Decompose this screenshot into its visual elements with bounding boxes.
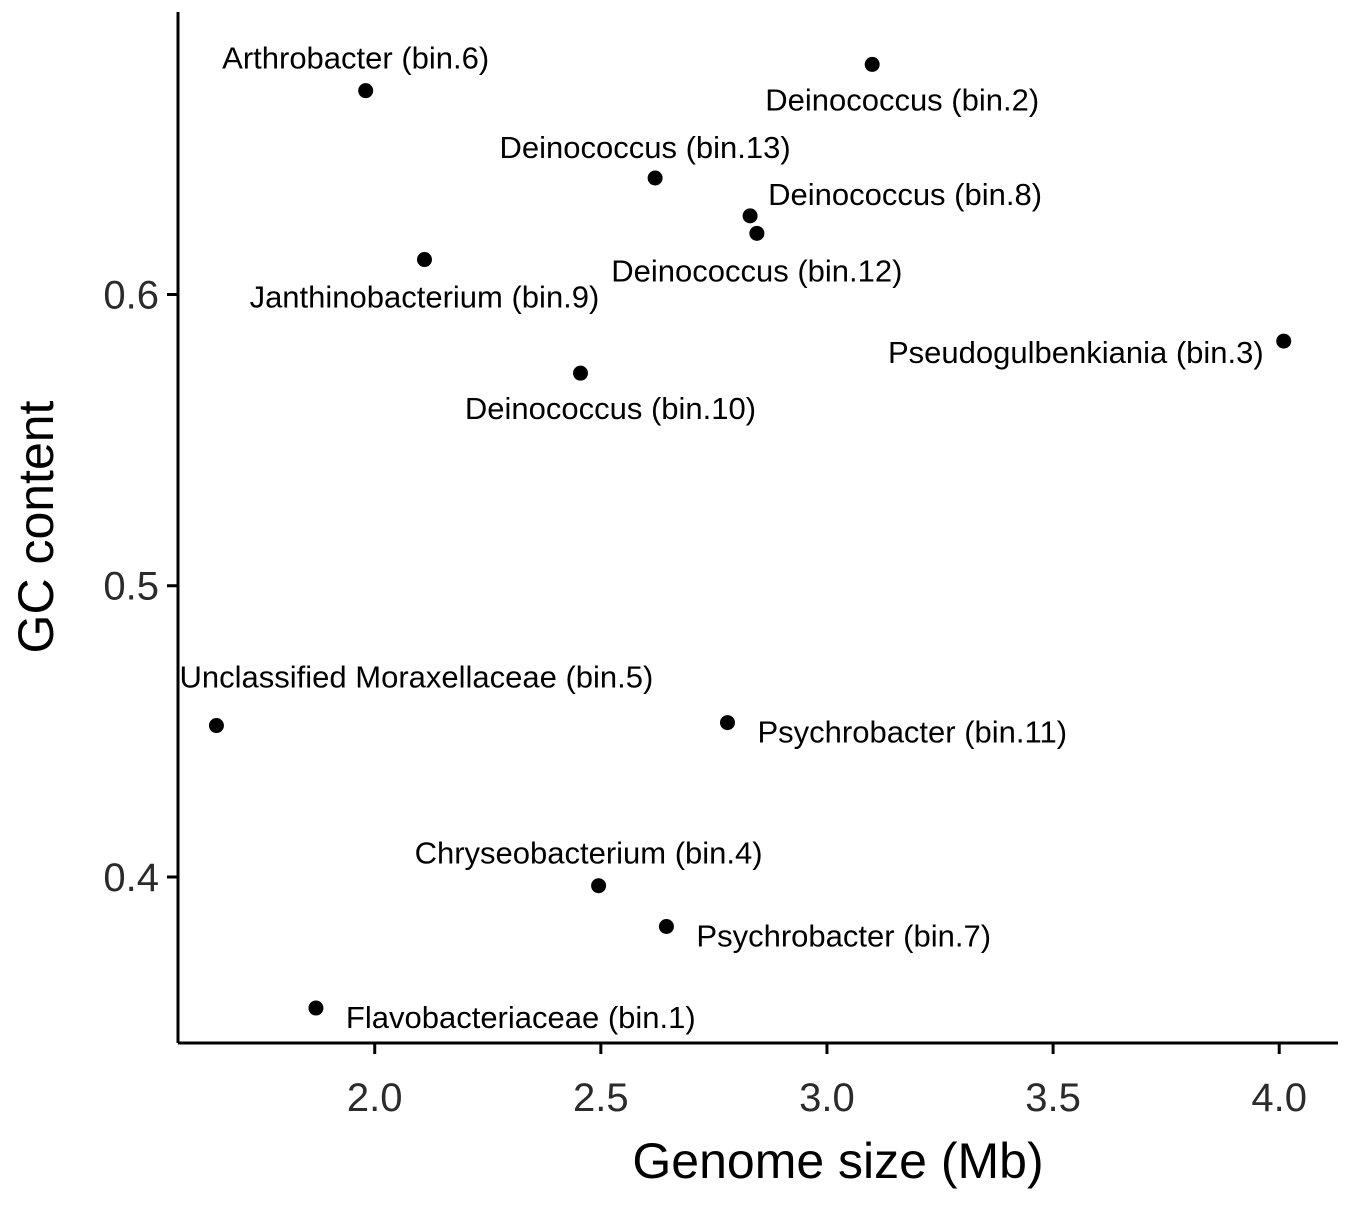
data-point: [864, 56, 880, 72]
data-point: [742, 208, 758, 224]
y-tick-label: 0.5: [103, 565, 159, 609]
data-point: [358, 83, 374, 99]
data-point: [719, 715, 735, 731]
data-point: [1276, 333, 1292, 349]
y-tick-label: 0.4: [103, 856, 159, 900]
data-label: Unclassified Moraxellaceae (bin.5): [180, 660, 654, 695]
data-label: Deinococcus (bin.8): [768, 177, 1042, 212]
y-tick-label: 0.6: [103, 274, 159, 318]
data-point: [647, 170, 663, 186]
data-point: [591, 878, 607, 894]
data-label: Flavobacteriaceae (bin.1): [346, 1000, 696, 1035]
y-axis-ticks: 0.4 0.5 0.6: [103, 274, 178, 900]
x-axis-ticks: 2.0 2.5 3.0 3.5 4.0: [347, 1043, 1307, 1120]
data-label: Deinococcus (bin.13): [500, 130, 791, 165]
data-label: Janthinobacterium (bin.9): [250, 280, 600, 315]
data-label: Pseudogulbenkiania (bin.3): [888, 335, 1264, 370]
data-label: Chryseobacterium (bin.4): [415, 836, 763, 871]
data-point: [308, 1000, 324, 1016]
y-axis-title: GC content: [8, 400, 64, 653]
data-label: Psychrobacter (bin.11): [757, 715, 1067, 750]
x-tick-label: 3.5: [1025, 1076, 1081, 1120]
x-tick-label: 4.0: [1251, 1076, 1307, 1120]
data-point: [749, 225, 765, 241]
data-label: Deinococcus (bin.2): [765, 82, 1039, 117]
data-point: [572, 365, 588, 381]
data-points: [208, 56, 1292, 1016]
data-labels: Deinococcus (bin.2) Arthrobacter (bin.6) D…: [180, 41, 1264, 1035]
x-tick-label: 3.0: [799, 1076, 855, 1120]
x-tick-label: 2.0: [347, 1076, 403, 1120]
data-point: [658, 919, 674, 935]
x-axis-title: Genome size (Mb): [632, 1133, 1043, 1189]
data-point: [416, 252, 432, 268]
data-label: Deinococcus (bin.12): [611, 253, 902, 288]
data-label: Arthrobacter (bin.6): [222, 41, 489, 76]
data-label: Psychrobacter (bin.7): [696, 919, 991, 954]
x-tick-label: 2.5: [573, 1076, 629, 1120]
data-point: [208, 718, 224, 734]
data-label: Deinococcus (bin.10): [465, 391, 756, 426]
